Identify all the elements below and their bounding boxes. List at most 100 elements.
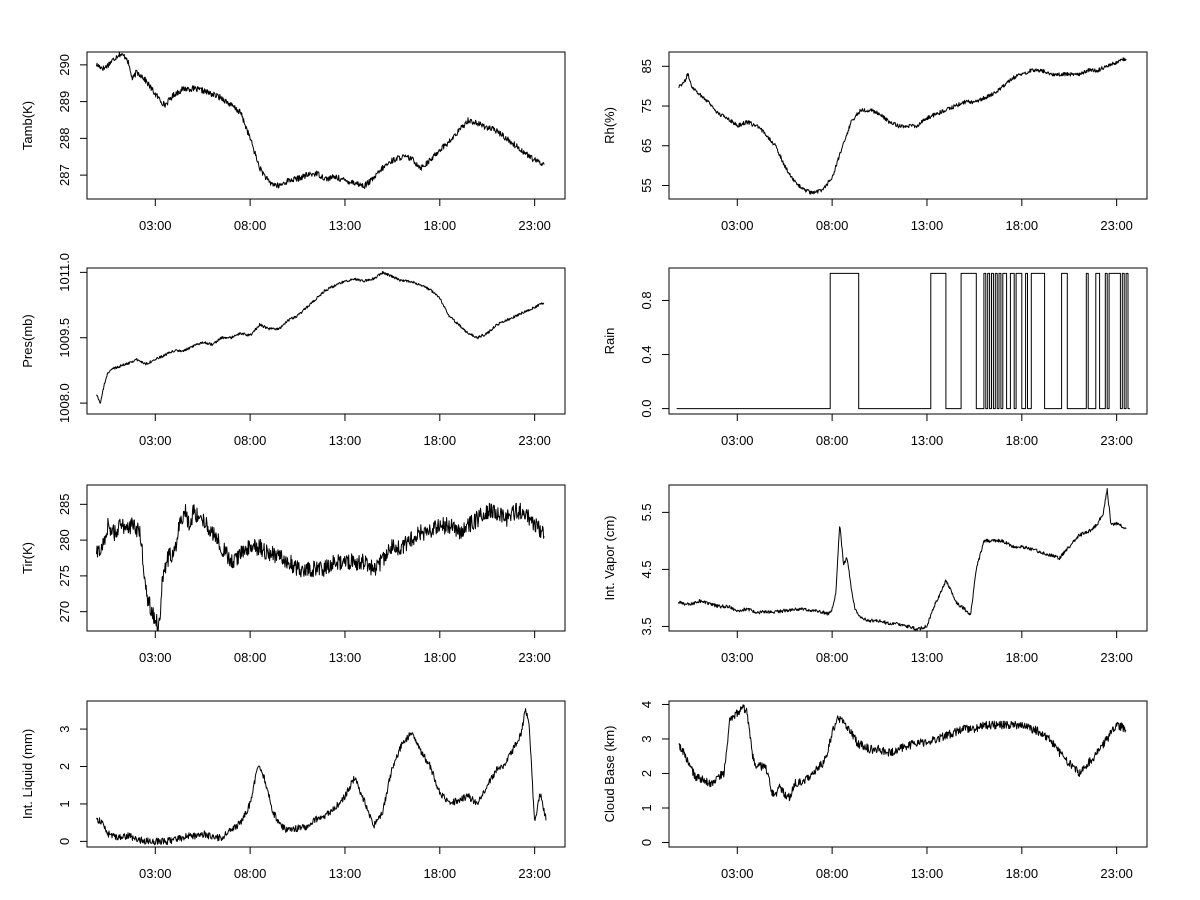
panel-6: 03:00 08:00 13:00 18:00 23:00 3.5 4.5 5.5 Int. V… (602, 484, 1148, 665)
panel-1: 03:00 08:00 13:00 18:00 23:00 287 288 289 290 Tam… (20, 51, 566, 233)
y-tick-label: 287 (57, 164, 72, 186)
panel-2: 03:00 08:00 13:00 18:00 23:00 55 65 75 85 Rh(%) (602, 51, 1148, 233)
y-tick-label: 3 (57, 725, 72, 732)
y-tick-label: 270 (57, 601, 72, 623)
y-tick-label: 1 (639, 804, 654, 811)
y-tick-label: 0.0 (639, 400, 654, 418)
plot-frame (86, 700, 566, 848)
x-tick-label: 18:00 (1006, 218, 1039, 233)
x-tick-label: 23:00 (518, 866, 551, 881)
panel-5: 03:00 08:00 13:00 18:00 23:00 270 275 280 285 Tir… (20, 484, 566, 665)
x-tick-label: 23:00 (518, 650, 551, 665)
panel-3: 03:00 08:00 13:00 18:00 23:00 1008.0 1009.5 101… (20, 253, 566, 448)
panel-4: 03:00 08:00 13:00 18:00 23:00 0.0 0.4 0.8 Rain (602, 267, 1148, 448)
series-line (96, 271, 545, 404)
y-axis-label: Pres(mb) (20, 314, 35, 367)
x-tick-label: 18:00 (1006, 650, 1039, 665)
x-tick-label: 03:00 (139, 866, 172, 881)
x-tick-label: 18:00 (1006, 433, 1039, 448)
x-tick-label: 08:00 (234, 650, 267, 665)
y-axis-label: Tir(K) (20, 542, 35, 574)
x-tick-label: 13:00 (329, 650, 362, 665)
x-tick-label: 13:00 (911, 650, 944, 665)
series-line (96, 708, 547, 846)
x-tick-label: 08:00 (816, 866, 849, 881)
y-tick-label: 3 (639, 735, 654, 742)
x-tick-label: 13:00 (329, 218, 362, 233)
x-tick-label: 03:00 (721, 866, 754, 881)
x-tick-label: 23:00 (1100, 650, 1133, 665)
x-tick-label: 08:00 (816, 218, 849, 233)
y-tick-label: 289 (57, 91, 72, 113)
y-axis-label: Cloud Base (km) (602, 726, 617, 823)
x-tick-label: 18:00 (424, 866, 457, 881)
y-tick-label: 0 (639, 839, 654, 846)
y-tick-label: 3.5 (639, 617, 654, 635)
y-axis-label: Rain (602, 328, 617, 355)
series-line (96, 51, 545, 189)
y-tick-label: 2 (57, 763, 72, 770)
y-tick-label: 275 (57, 565, 72, 587)
x-tick-label: 23:00 (1100, 866, 1133, 881)
y-tick-label: 285 (57, 493, 72, 515)
series-line (676, 272, 1130, 410)
x-tick-label: 23:00 (1100, 433, 1133, 448)
panel-7: 03:00 08:00 13:00 18:00 23:00 0 1 2 3 Int. Liquid… (20, 700, 566, 881)
y-tick-label: 1008.0 (57, 383, 72, 423)
x-tick-label: 13:00 (911, 218, 944, 233)
panel-8: 03:00 08:00 13:00 18:00 23:00 0 1 2 3 4 Cloud Base… (602, 700, 1148, 881)
x-tick-label: 03:00 (139, 433, 172, 448)
y-axis-label: Tamb(K) (20, 101, 35, 150)
y-axis-label: Int. Vapor (cm) (602, 515, 617, 600)
series-line (678, 488, 1127, 631)
x-tick-label: 13:00 (329, 866, 362, 881)
x-tick-label: 03:00 (721, 650, 754, 665)
x-tick-label: 18:00 (1006, 866, 1039, 881)
y-tick-label: 280 (57, 529, 72, 551)
x-tick-label: 23:00 (1100, 218, 1133, 233)
y-tick-label: 290 (57, 54, 72, 76)
y-tick-label: 288 (57, 128, 72, 150)
y-tick-label: 55 (639, 178, 654, 192)
x-tick-label: 03:00 (721, 433, 754, 448)
y-tick-label: 5.5 (639, 503, 654, 521)
x-tick-label: 08:00 (816, 433, 849, 448)
x-tick-label: 03:00 (139, 218, 172, 233)
series-line (96, 502, 545, 631)
y-tick-label: 0.8 (639, 291, 654, 309)
plot-frame (668, 700, 1148, 848)
x-tick-label: 08:00 (816, 650, 849, 665)
y-tick-label: 0 (57, 838, 72, 845)
y-tick-label: 1009.5 (57, 318, 72, 358)
plot-frame (668, 484, 1148, 632)
x-tick-label: 18:00 (424, 218, 457, 233)
x-tick-label: 18:00 (424, 650, 457, 665)
y-axis-label: Int. Liquid (mm) (20, 729, 35, 819)
y-tick-label: 4 (639, 701, 654, 708)
y-tick-label: 65 (639, 139, 654, 153)
y-tick-label: 2 (639, 770, 654, 777)
x-tick-label: 13:00 (329, 433, 362, 448)
plot-frame (668, 267, 1148, 415)
plot-frame (86, 484, 566, 632)
plot-frame (86, 267, 566, 415)
series-line (678, 57, 1127, 195)
plot-frame (86, 51, 566, 200)
y-axis-label: Rh(%) (602, 107, 617, 144)
x-tick-label: 03:00 (139, 650, 172, 665)
y-tick-label: 4.5 (639, 560, 654, 578)
x-tick-label: 13:00 (911, 866, 944, 881)
x-tick-label: 08:00 (234, 866, 267, 881)
x-tick-label: 23:00 (518, 218, 551, 233)
series-line (678, 704, 1127, 802)
y-tick-label: 0.4 (639, 345, 654, 363)
x-tick-label: 13:00 (911, 433, 944, 448)
y-tick-label: 1011.0 (57, 253, 72, 292)
plot-frame (668, 51, 1148, 200)
y-tick-label: 1 (57, 800, 72, 807)
x-tick-label: 03:00 (721, 218, 754, 233)
x-tick-label: 23:00 (518, 433, 551, 448)
x-tick-label: 08:00 (234, 218, 267, 233)
x-tick-label: 08:00 (234, 433, 267, 448)
